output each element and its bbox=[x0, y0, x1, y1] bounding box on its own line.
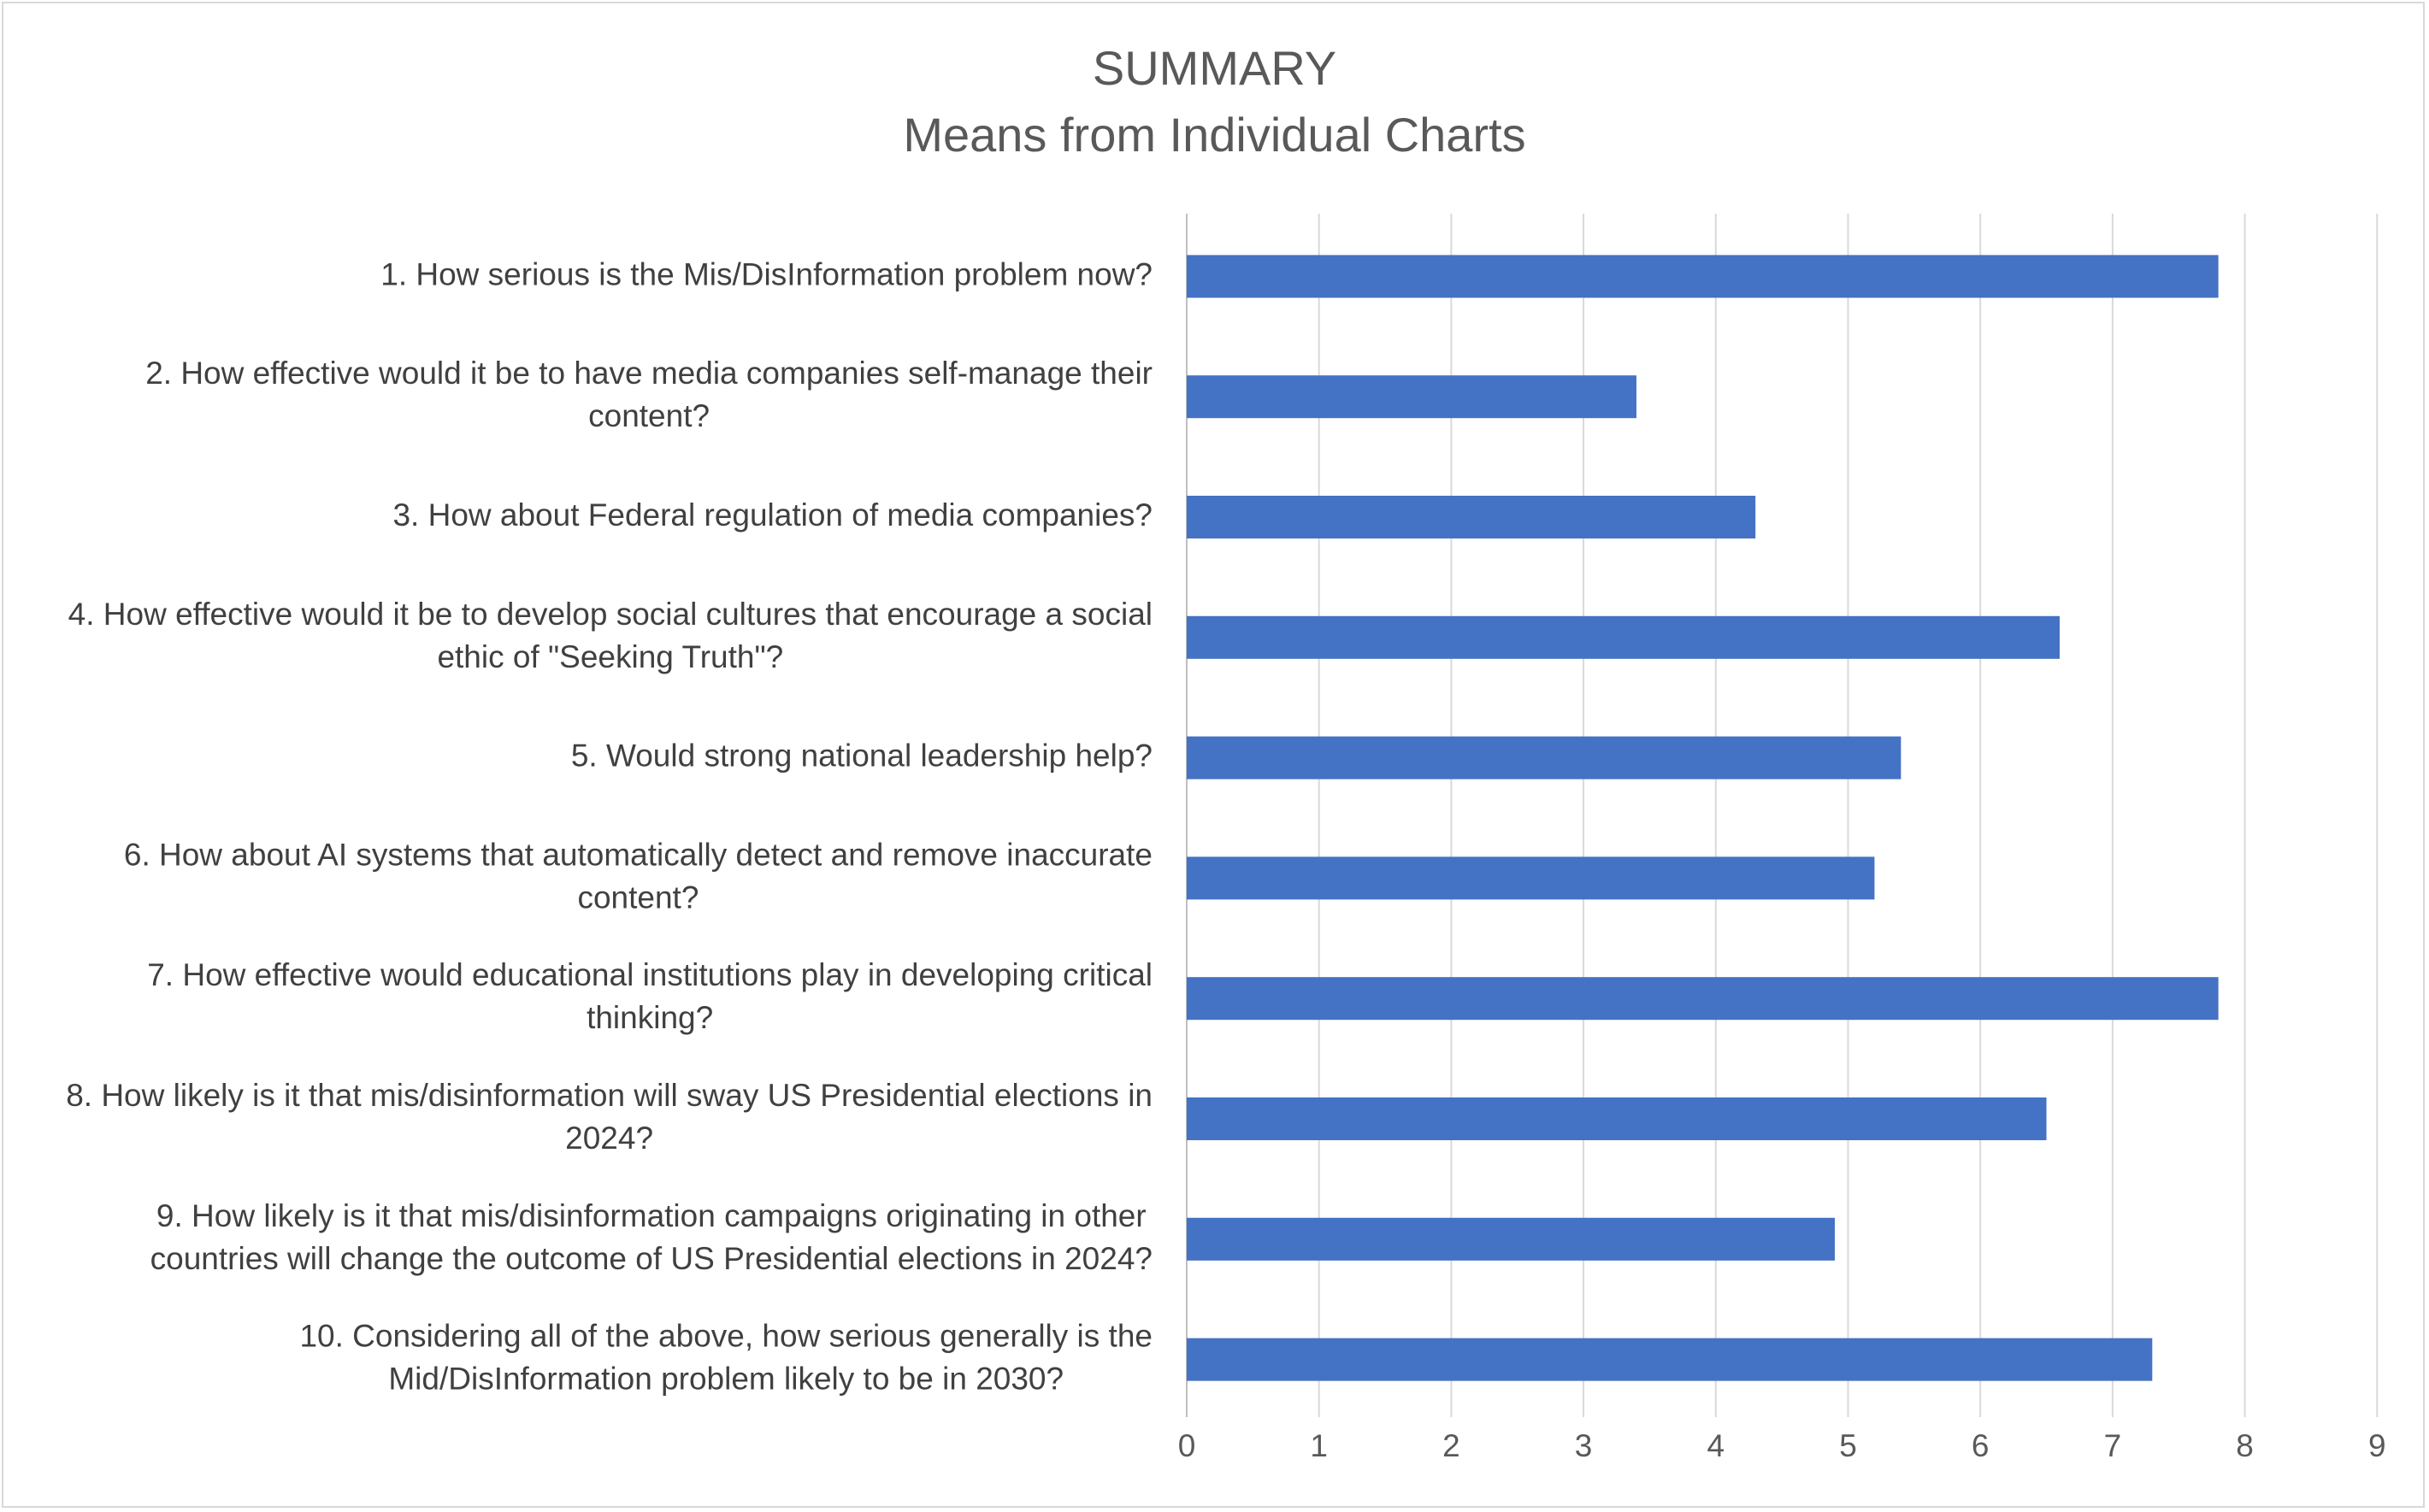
category-label-line: 2. How effective would it be to have med… bbox=[145, 356, 1153, 391]
bar-6 bbox=[1187, 856, 1875, 900]
category-label-1: 1. How serious is the Mis/DisInformation… bbox=[380, 256, 1153, 291]
bar-4 bbox=[1187, 615, 2061, 659]
x-tick-label: 4 bbox=[1707, 1428, 1725, 1463]
bar-10 bbox=[1187, 1338, 2153, 1381]
category-label-line: countries will change the outcome of US … bbox=[150, 1241, 1153, 1276]
x-tick-label: 6 bbox=[1972, 1428, 1990, 1463]
x-axis-ticks: 0 1 2 3 4 5 6 7 8 9 bbox=[1178, 1428, 2386, 1463]
category-label-line: 8. How likely is it that mis/disinformat… bbox=[66, 1078, 1153, 1113]
chart-subtitle: Means from Individual Charts bbox=[903, 108, 1526, 162]
bars bbox=[1187, 255, 2219, 1381]
category-label-line: thinking? bbox=[587, 1000, 713, 1035]
category-label-line: 5. Would strong national leadership help… bbox=[571, 738, 1153, 774]
category-label-line: Mid/DisInformation problem likely to be … bbox=[388, 1362, 1064, 1397]
category-label-line: 7. How effective would educational insti… bbox=[147, 957, 1153, 992]
category-label-line: content? bbox=[577, 880, 699, 915]
category-label-line: content? bbox=[588, 398, 710, 433]
category-label-line: 10. Considering all of the above, how se… bbox=[299, 1319, 1153, 1354]
x-tick-label: 7 bbox=[2104, 1428, 2122, 1463]
category-label-4: 4. How effective would it be to develop … bbox=[68, 597, 1153, 674]
bar-1 bbox=[1187, 255, 2219, 298]
category-label-line: 2024? bbox=[565, 1121, 653, 1156]
category-label-3: 3. How about Federal regulation of media… bbox=[392, 497, 1153, 532]
category-label-line: 1. How serious is the Mis/DisInformation… bbox=[380, 256, 1153, 291]
x-tick-label: 3 bbox=[1575, 1428, 1593, 1463]
x-tick-label: 2 bbox=[1442, 1428, 1460, 1463]
category-label-10: 10. Considering all of the above, how se… bbox=[299, 1319, 1153, 1397]
category-label-6: 6. How about AI systems that automatical… bbox=[124, 837, 1153, 915]
category-labels: 1. How serious is the Mis/DisInformation… bbox=[66, 256, 1153, 1396]
category-label-line: 4. How effective would it be to develop … bbox=[68, 597, 1153, 632]
category-label-line: 3. How about Federal regulation of media… bbox=[392, 497, 1153, 532]
bar-5 bbox=[1187, 736, 1901, 780]
x-tick-label: 1 bbox=[1310, 1428, 1328, 1463]
chart-title: SUMMARY bbox=[1092, 41, 1337, 95]
category-label-7: 7. How effective would educational insti… bbox=[147, 957, 1153, 1035]
bar-7 bbox=[1187, 977, 2219, 1021]
x-tick-label: 9 bbox=[2368, 1428, 2386, 1463]
category-label-line: 9. How likely is it that mis/disinformat… bbox=[156, 1198, 1147, 1233]
x-tick-label: 5 bbox=[1839, 1428, 1857, 1463]
category-label-5: 5. Would strong national leadership help… bbox=[571, 738, 1153, 774]
category-label-line: ethic of "Seeking Truth"? bbox=[437, 639, 783, 674]
bar-9 bbox=[1187, 1217, 1836, 1261]
bar-8 bbox=[1187, 1097, 2047, 1140]
x-tick-label: 8 bbox=[2236, 1428, 2254, 1463]
category-label-2: 2. How effective would it be to have med… bbox=[145, 356, 1153, 433]
category-label-8: 8. How likely is it that mis/disinformat… bbox=[66, 1078, 1153, 1156]
category-label-9: 9. How likely is it that mis/disinformat… bbox=[150, 1198, 1153, 1276]
bar-3 bbox=[1187, 496, 1756, 538]
bar-2 bbox=[1187, 375, 1636, 419]
x-tick-label: 0 bbox=[1178, 1428, 1196, 1463]
category-label-line: 6. How about AI systems that automatical… bbox=[124, 837, 1153, 872]
